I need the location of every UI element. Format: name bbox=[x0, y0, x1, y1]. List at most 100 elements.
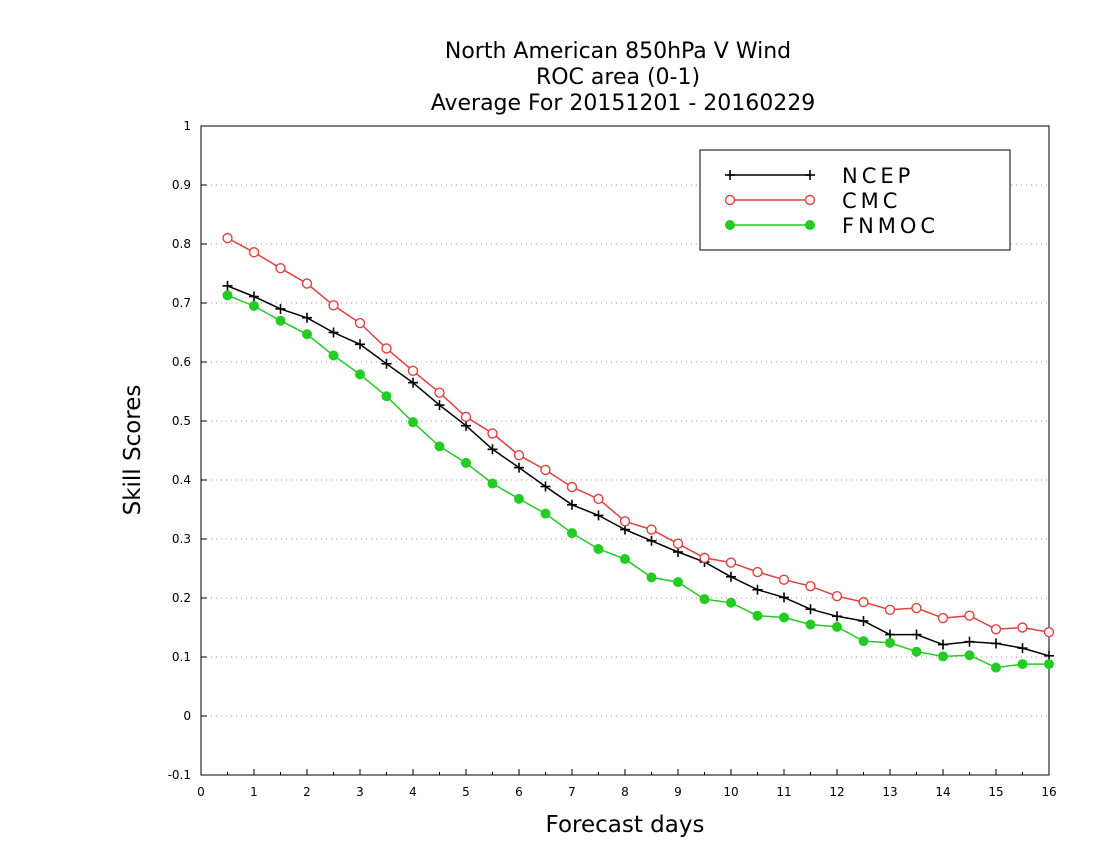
data-point-fnmoc bbox=[752, 610, 763, 621]
y-tick-label: -0.1 bbox=[168, 768, 191, 782]
x-tick-label: 2 bbox=[303, 785, 311, 799]
data-point-fnmoc bbox=[991, 662, 1001, 673]
data-point-ncep bbox=[964, 636, 975, 647]
y-tick-label: 0.7 bbox=[172, 296, 191, 310]
data-point-cmc bbox=[911, 602, 922, 614]
series-line-cmc bbox=[227, 237, 1050, 633]
data-point-cmc bbox=[513, 450, 525, 461]
data-point-fnmoc bbox=[832, 621, 842, 632]
data-point-fnmoc bbox=[779, 612, 789, 623]
y-tick-label: 0.3 bbox=[172, 532, 191, 546]
data-point-fnmoc bbox=[487, 478, 498, 489]
data-point-fnmoc bbox=[355, 369, 365, 380]
data-point-cmc bbox=[460, 411, 472, 423]
data-point-ncep bbox=[222, 280, 233, 291]
data-point-ncep bbox=[381, 358, 392, 369]
x-tick-label: 12 bbox=[829, 785, 844, 799]
data-point-ncep bbox=[434, 400, 445, 411]
legend-item-fnmoc: FNMOC bbox=[725, 214, 939, 238]
data-point-ncep bbox=[911, 629, 922, 640]
series-cmc bbox=[222, 232, 1055, 638]
legend-marker-fnmoc bbox=[805, 220, 815, 230]
y-tick-label: 0.4 bbox=[172, 473, 191, 487]
data-point-cmc bbox=[672, 538, 684, 549]
data-point-cmc bbox=[407, 365, 419, 377]
data-point-cmc bbox=[752, 566, 763, 578]
legend-item-ncep: NCEP bbox=[725, 164, 914, 188]
chart-title-line-1: North American 850hPa V Wind bbox=[445, 39, 791, 64]
data-point-fnmoc bbox=[726, 597, 736, 608]
data-point-fnmoc bbox=[620, 554, 630, 565]
legend-marker-fnmoc bbox=[725, 220, 735, 230]
legend-marker-cmc bbox=[724, 194, 736, 206]
data-point-cmc bbox=[275, 262, 286, 274]
data-point-ncep bbox=[461, 420, 471, 431]
data-point-fnmoc bbox=[858, 636, 869, 647]
x-tick-label: 10 bbox=[723, 785, 738, 799]
data-point-ncep bbox=[540, 481, 551, 492]
data-point-ncep bbox=[726, 571, 736, 582]
data-point-cmc bbox=[566, 481, 578, 493]
x-tick-label: 5 bbox=[462, 785, 470, 799]
data-point-cmc bbox=[699, 552, 710, 564]
x-tick-label: 1 bbox=[250, 785, 258, 799]
chart-title-line-3: Average For 20151201 - 20160229 bbox=[431, 91, 816, 116]
data-point-ncep bbox=[991, 638, 1001, 649]
chart-title: North American 850hPa V Wind ROC area (0… bbox=[431, 39, 816, 116]
data-point-fnmoc bbox=[381, 391, 392, 402]
data-point-cmc bbox=[964, 610, 975, 621]
data-point-cmc bbox=[884, 604, 896, 615]
data-point-ncep bbox=[938, 639, 948, 650]
data-point-cmc bbox=[354, 317, 366, 329]
x-tick-label: 6 bbox=[515, 785, 523, 799]
data-point-cmc bbox=[646, 524, 657, 535]
data-point-ncep bbox=[302, 312, 312, 323]
legend-label-fnmoc: FNMOC bbox=[842, 214, 939, 238]
data-point-cmc bbox=[248, 247, 260, 258]
data-point-cmc bbox=[381, 343, 392, 354]
data-point-cmc bbox=[778, 574, 790, 585]
y-tick-label: 0.1 bbox=[172, 650, 191, 664]
data-point-ncep bbox=[249, 291, 259, 302]
data-point-ncep bbox=[355, 339, 365, 350]
data-point-fnmoc bbox=[646, 572, 657, 583]
data-point-ncep bbox=[832, 611, 842, 622]
legend-marker-cmc bbox=[804, 194, 816, 206]
data-point-fnmoc bbox=[434, 441, 445, 452]
legend-label-ncep: NCEP bbox=[842, 164, 914, 188]
data-point-cmc bbox=[222, 232, 233, 244]
series-line-ncep bbox=[227, 285, 1050, 657]
data-point-ncep bbox=[805, 604, 816, 615]
data-point-cmc bbox=[301, 278, 313, 289]
data-point-fnmoc bbox=[1017, 659, 1028, 670]
x-tick-label: 9 bbox=[674, 785, 682, 799]
y-axis-ticks: -0.1 0 0.1 0.2 0.3 0.4 0.5 0.6 0.7 0.8 0.9 1 bbox=[168, 119, 207, 782]
data-point-ncep bbox=[408, 377, 418, 388]
data-point-cmc bbox=[619, 516, 631, 527]
y-tick-label: 1 bbox=[183, 119, 191, 133]
x-tick-label: 4 bbox=[409, 785, 417, 799]
data-point-cmc bbox=[540, 464, 551, 476]
data-point-fnmoc bbox=[885, 637, 895, 648]
x-tick-label: 15 bbox=[988, 785, 1003, 799]
x-tick-label: 14 bbox=[935, 785, 950, 799]
data-point-fnmoc bbox=[249, 300, 259, 311]
data-point-fnmoc bbox=[699, 594, 710, 605]
legend-item-cmc: CMC bbox=[724, 189, 897, 213]
data-point-ncep bbox=[567, 499, 577, 510]
data-point-ncep bbox=[275, 303, 286, 314]
data-point-fnmoc bbox=[514, 493, 524, 504]
data-point-cmc bbox=[858, 596, 869, 608]
y-tick-label: 0.5 bbox=[172, 414, 191, 428]
data-point-ncep bbox=[646, 535, 657, 546]
data-point-fnmoc bbox=[1044, 659, 1054, 670]
data-point-cmc bbox=[487, 428, 498, 439]
data-point-cmc bbox=[1017, 622, 1028, 633]
data-point-ncep bbox=[487, 444, 498, 455]
data-point-fnmoc bbox=[540, 508, 551, 519]
y-tick-label: 0.8 bbox=[172, 237, 191, 251]
y-tick-label: 0.9 bbox=[172, 178, 191, 192]
y-tick-label: 0.6 bbox=[172, 355, 191, 369]
x-tick-label: 11 bbox=[776, 785, 791, 799]
